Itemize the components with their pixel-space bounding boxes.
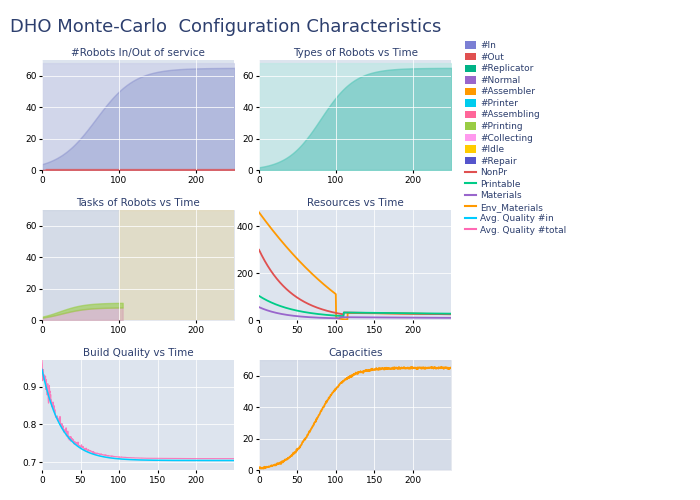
Env_Materials xyxy=(255,210,263,216)
Title: Build Quality vs Time: Build Quality vs Time xyxy=(83,348,194,358)
Env_Materials xyxy=(447,311,456,317)
Legend: #In, #Out, #Replicator, #Normal, #Assembler, #Printer, #Assembling, #Printing, #: #In, #Out, #Replicator, #Normal, #Assemb… xyxy=(463,40,568,236)
NonPr xyxy=(289,292,298,298)
Env_Materials xyxy=(304,268,313,274)
NonPr xyxy=(447,312,456,318)
Printable xyxy=(400,310,409,316)
Env_Materials xyxy=(369,310,377,316)
Printable xyxy=(255,293,263,299)
NonPr xyxy=(400,310,409,316)
Line: Printable: Printable xyxy=(259,296,452,316)
Line: Env_Materials: Env_Materials xyxy=(259,212,452,320)
Printable xyxy=(369,310,377,316)
Printable xyxy=(304,310,313,316)
NonPr xyxy=(340,312,348,318)
Env_Materials xyxy=(384,310,392,316)
Title: Types of Robots vs Time: Types of Robots vs Time xyxy=(293,48,418,58)
NonPr xyxy=(304,301,313,307)
Materials xyxy=(342,314,351,320)
Title: Resources vs Time: Resources vs Time xyxy=(307,198,404,208)
Materials xyxy=(304,314,313,320)
Printable xyxy=(447,310,456,316)
Printable xyxy=(342,310,351,316)
Printable xyxy=(340,313,348,319)
Text: DHO Monte-Carlo  Configuration Characteristics: DHO Monte-Carlo Configuration Characteri… xyxy=(10,18,442,36)
Env_Materials xyxy=(289,252,298,258)
Materials xyxy=(255,304,263,310)
NonPr xyxy=(342,310,351,316)
Line: Materials: Materials xyxy=(259,307,452,318)
Printable xyxy=(384,310,392,316)
NonPr xyxy=(384,310,392,316)
Printable xyxy=(289,306,298,312)
Bar xyxy=(119,210,234,320)
Title: #Robots In/Out of service: #Robots In/Out of service xyxy=(71,48,205,58)
NonPr xyxy=(369,310,377,316)
Env_Materials xyxy=(342,316,350,322)
Title: Capacities: Capacities xyxy=(328,348,382,358)
Materials xyxy=(335,316,344,322)
Env_Materials xyxy=(343,316,351,322)
Materials xyxy=(369,314,377,320)
Title: Tasks of Robots vs Time: Tasks of Robots vs Time xyxy=(76,198,200,208)
Line: NonPr: NonPr xyxy=(259,250,452,314)
Materials xyxy=(384,314,392,320)
Materials xyxy=(289,312,298,318)
NonPr xyxy=(255,247,263,253)
Env_Materials xyxy=(400,310,409,316)
Materials xyxy=(447,315,456,321)
Materials xyxy=(400,314,409,320)
